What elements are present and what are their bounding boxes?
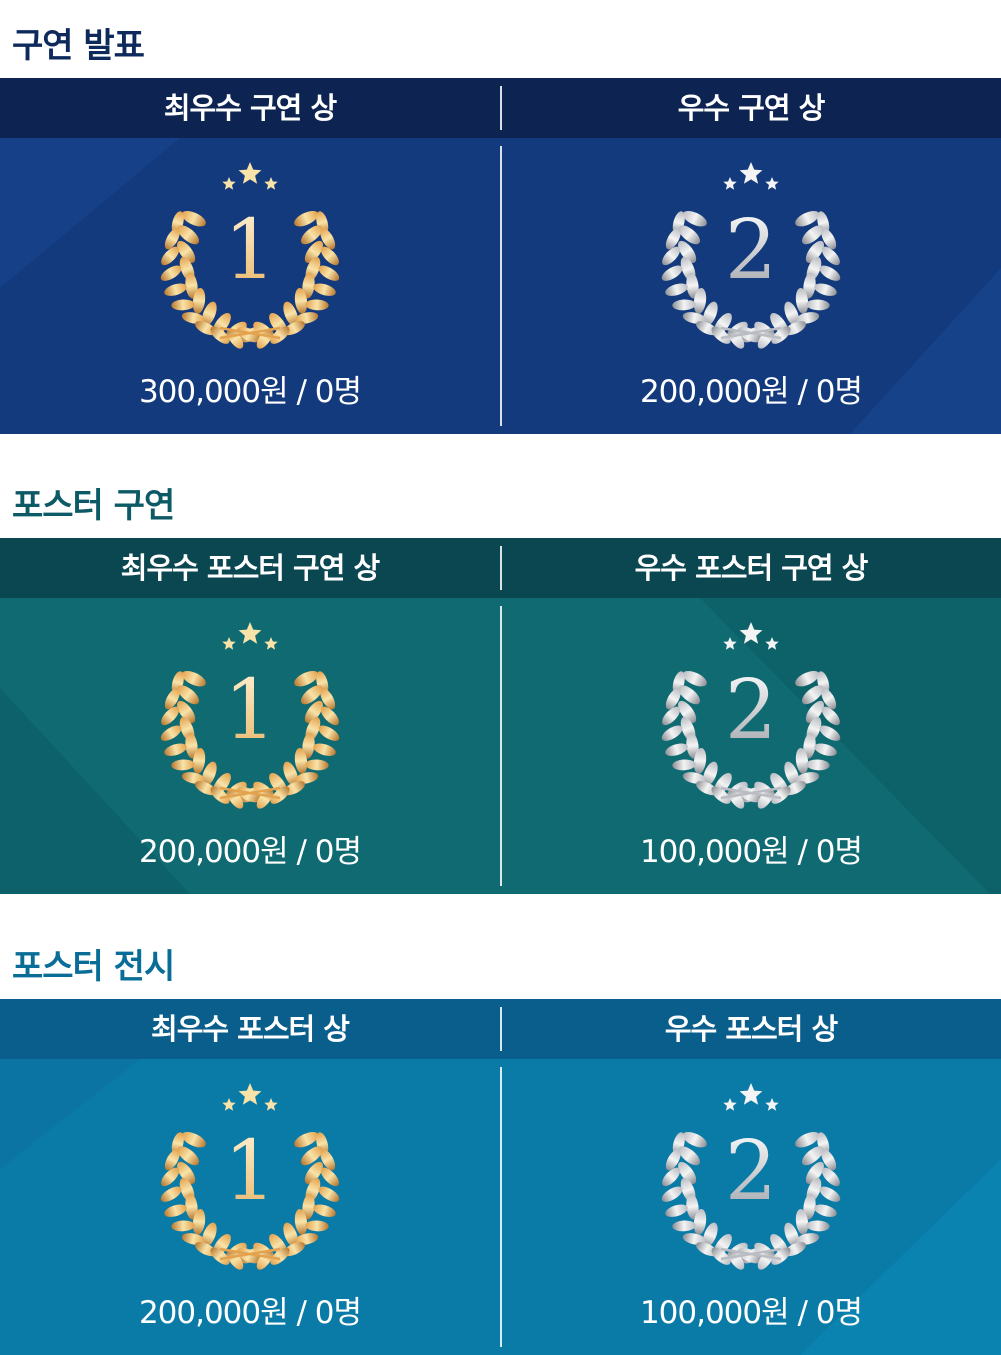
section-title: 구연 발표 (12, 26, 145, 66)
award-second-place: 2 200,000원 / 0명 (501, 138, 1001, 434)
award-panel: 최우수 포스터 상 우수 포스터 상 1 200,000원 / 0명 2 100… (0, 999, 1001, 1355)
header-divider (500, 1007, 502, 1051)
prize-text: 100,000원 / 0명 (639, 1295, 863, 1331)
prize-text: 200,000원 / 0명 (138, 834, 362, 870)
prize-text: 200,000원 / 0명 (639, 374, 863, 410)
header-label-first: 최우수 구연 상 (163, 91, 337, 125)
header-label-second: 우수 구연 상 (677, 91, 826, 125)
award-first-place: 1 200,000원 / 0명 (0, 598, 500, 894)
silver-laurel-icon: 2 (661, 622, 841, 809)
panel-body: 1 200,000원 / 0명 2 100,000원 / 0명 (0, 1059, 1001, 1355)
header-label-second: 우수 포스터 상 (664, 1012, 838, 1046)
section-title: 포스터 전시 (12, 947, 175, 987)
header-divider (500, 546, 502, 590)
award-first-place: 1 300,000원 / 0명 (0, 138, 500, 434)
panel-body: 1 300,000원 / 0명 2 200,000원 / 0명 (0, 138, 1001, 434)
rank-number: 2 (725, 1124, 777, 1219)
header-label-first: 최우수 포스터 상 (151, 1012, 350, 1046)
silver-laurel-icon: 2 (661, 1083, 841, 1270)
panel-header: 최우수 구연 상 우수 구연 상 (0, 78, 1001, 138)
award-second-place: 2 100,000원 / 0명 (501, 598, 1001, 894)
award-first-place: 1 200,000원 / 0명 (0, 1059, 500, 1355)
header-label-second: 우수 포스터 구연 상 (634, 551, 869, 585)
body-divider (500, 1067, 502, 1347)
background-stripe (0, 598, 1001, 894)
prize-text: 300,000원 / 0명 (138, 374, 362, 410)
gold-laurel-icon: 1 (160, 1083, 340, 1270)
body-divider (500, 146, 502, 426)
prize-text: 200,000원 / 0명 (138, 1295, 362, 1331)
silver-laurel-icon: 2 (661, 162, 841, 349)
rank-number: 2 (725, 663, 777, 758)
prize-text: 100,000원 / 0명 (639, 834, 863, 870)
gold-laurel-icon: 1 (160, 622, 340, 809)
award-panel: 최우수 구연 상 우수 구연 상 1 300,000원 / 0명 2 200,0… (0, 78, 1001, 434)
gold-laurel-icon: 1 (160, 162, 340, 349)
background-stripe (0, 1059, 1001, 1355)
award-panel: 최우수 포스터 구연 상 우수 포스터 구연 상 1 200,000원 / 0명… (0, 538, 1001, 894)
rank-number: 1 (224, 663, 276, 758)
header-divider (500, 86, 502, 130)
panel-header: 최우수 포스터 구연 상 우수 포스터 구연 상 (0, 538, 1001, 598)
body-divider (500, 606, 502, 886)
panel-header: 최우수 포스터 상 우수 포스터 상 (0, 999, 1001, 1059)
panel-body: 1 200,000원 / 0명 2 100,000원 / 0명 (0, 598, 1001, 894)
header-label-first: 최우수 포스터 구연 상 (120, 551, 380, 585)
section-title: 포스터 구연 (12, 486, 175, 526)
rank-number: 2 (725, 203, 777, 298)
background-stripe (0, 138, 1001, 434)
rank-number: 1 (224, 203, 276, 298)
award-second-place: 2 100,000원 / 0명 (501, 1059, 1001, 1355)
rank-number: 1 (224, 1124, 276, 1219)
